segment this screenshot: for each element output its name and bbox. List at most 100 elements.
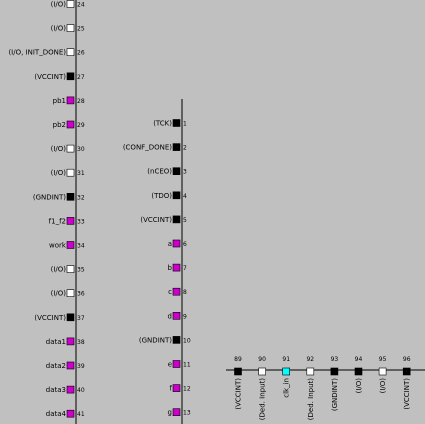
pin-marker <box>172 143 181 151</box>
pin-marker <box>66 241 75 249</box>
pin-marker <box>402 367 411 376</box>
pin-marker <box>258 367 266 376</box>
pin-label: data2 <box>46 362 66 370</box>
pin-number: 2 <box>183 145 187 152</box>
pin-label: (I/O) <box>51 145 67 153</box>
pin-label: f1_f2 <box>49 217 66 225</box>
pin-marker <box>172 311 181 320</box>
pin-number: 11 <box>183 362 191 369</box>
pin-label: data3 <box>46 386 66 394</box>
pin-number: 27 <box>77 74 85 81</box>
middle-pin-column: (TCK) 1 (CONF_DONE) 2 (nCEO) 3 (TDO) 4 (VCCINT) 5… <box>123 119 191 417</box>
pin-number: 31 <box>77 170 85 177</box>
pin-number: 29 <box>77 122 85 129</box>
pin-label: (TCK) <box>153 120 172 128</box>
pin-marker <box>66 193 75 201</box>
pin-number: 28 <box>77 98 85 105</box>
pin-marker <box>306 367 315 376</box>
pin-number: 33 <box>77 218 85 225</box>
pin-label: f <box>170 385 173 393</box>
pin-number: 5 <box>183 217 187 224</box>
pin-label: (I/O) <box>51 290 67 298</box>
pin-number: 41 <box>77 411 85 418</box>
bottom-pin-row: 89 (VCCINT) 90 (Ded. Input) 91 clk_in 92 (Ded. … <box>234 356 411 420</box>
pin-marker <box>66 265 75 273</box>
pin-label: e <box>168 361 172 369</box>
pin-number: 7 <box>183 265 187 272</box>
pin-number: 91 <box>282 356 290 363</box>
pin-label: (Ded. Input) <box>307 378 315 420</box>
left-pin-column: (I/O) 24 (I/O) 25 (I/O, INIT_DONE) 26 (VCCINT)… <box>8 0 85 418</box>
pin-marker <box>172 408 181 417</box>
pin-marker <box>66 0 75 8</box>
pin-number: 90 <box>258 356 266 363</box>
pin-number: 38 <box>77 339 85 346</box>
pin-marker <box>234 367 242 376</box>
pin-marker <box>66 96 75 105</box>
pin-number: 32 <box>77 194 85 201</box>
pin-number: 89 <box>234 356 242 363</box>
pin-number: 9 <box>183 313 187 320</box>
pin-label: (I/O) <box>379 378 387 394</box>
pin-label: clk_in <box>283 378 291 398</box>
pin-number: 95 <box>379 356 387 363</box>
pin-number: 3 <box>183 169 187 176</box>
pin-label: (CONF_DONE) <box>123 144 172 152</box>
pin-marker <box>66 385 75 394</box>
pin-label: (VCCINT) <box>403 378 411 410</box>
pin-number: 13 <box>183 410 191 417</box>
pin-number: 94 <box>355 356 363 363</box>
pin-label: (GNDINT) <box>33 193 66 201</box>
pin-marker <box>172 167 181 175</box>
pin-number: 34 <box>77 243 85 250</box>
pin-marker <box>172 384 181 392</box>
pin-marker <box>172 191 181 200</box>
pin-label: (I/O, INIT_DONE) <box>8 49 66 57</box>
pin-marker <box>378 367 387 376</box>
pin-label: work <box>49 242 67 250</box>
pin-number: 36 <box>77 291 85 298</box>
pin-marker <box>66 144 75 153</box>
pin-marker <box>66 168 75 177</box>
pin-label: b <box>168 264 173 272</box>
pin-label: (I/O) <box>51 25 67 33</box>
pin-number: 4 <box>183 193 187 200</box>
pin-label: (Ded. Input) <box>259 378 267 420</box>
pin-label: (VCCINT) <box>34 73 66 81</box>
pin-label: (GNDINT) <box>139 336 172 344</box>
pin-number: 93 <box>331 356 339 363</box>
pin-number: 35 <box>77 267 85 274</box>
pin-label: d <box>168 312 172 320</box>
pin-number: 92 <box>306 356 314 363</box>
pin-label: a <box>168 240 172 248</box>
pin-number: 96 <box>403 356 411 363</box>
pin-label: (I/O) <box>51 1 67 9</box>
pin-marker <box>354 367 363 376</box>
pin-marker <box>172 287 181 296</box>
pin-marker <box>172 360 181 368</box>
pin-number: 40 <box>77 387 85 394</box>
pin-label: g <box>168 409 172 417</box>
pin-number: 24 <box>77 2 85 9</box>
pin-label: (I/O) <box>51 169 67 177</box>
pin-marker <box>172 336 181 344</box>
pin-label: data4 <box>46 410 67 418</box>
pin-marker <box>330 367 339 376</box>
pin-marker <box>172 119 181 127</box>
pin-label: (VCCINT) <box>235 378 243 410</box>
pin-marker <box>66 72 75 81</box>
pin-label: (TDO) <box>151 192 172 200</box>
pin-marker <box>66 289 75 298</box>
pin-label: c <box>168 288 172 296</box>
pin-marker <box>172 215 181 224</box>
pin-marker <box>66 24 75 32</box>
pin-number: 12 <box>183 386 191 393</box>
pin-number: 30 <box>77 146 85 153</box>
pin-marker <box>66 361 75 370</box>
pin-marker <box>172 239 181 248</box>
pin-number: 26 <box>77 50 85 57</box>
pin-marker <box>66 337 75 346</box>
pin-marker <box>66 409 75 418</box>
pin-label: (VCCINT) <box>140 216 172 224</box>
